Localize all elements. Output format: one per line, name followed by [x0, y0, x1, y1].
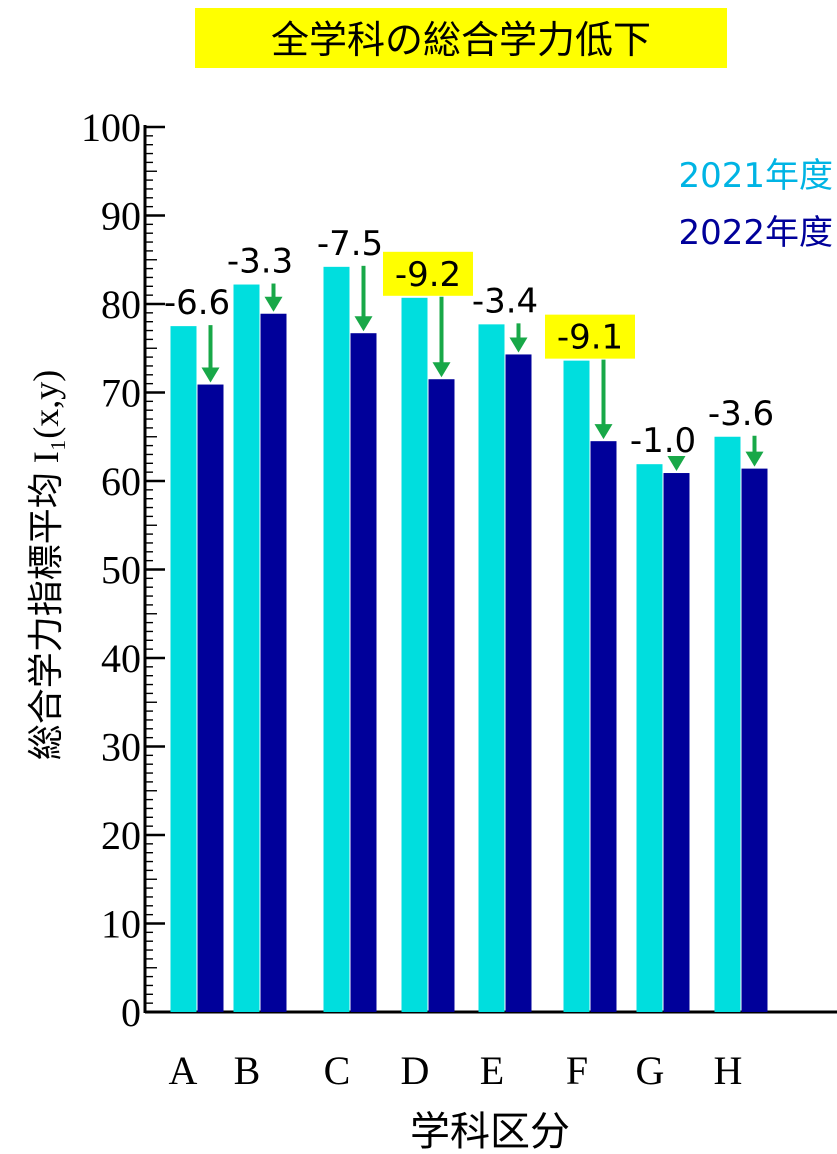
change-arrow-head	[432, 362, 451, 378]
bar-2022	[197, 384, 224, 1012]
x-axis-label: 学科区分	[410, 1109, 570, 1154]
y-axis-label: 総合学力指標平均 I₁(x,y)	[26, 370, 66, 761]
y-tick-label: 20	[101, 813, 141, 858]
change-arrow-head	[594, 424, 613, 440]
bar-2022	[428, 379, 455, 1013]
y-tick-label: 60	[101, 459, 141, 504]
x-tick-label: G	[636, 1048, 665, 1093]
bar-2021	[401, 297, 428, 1012]
y-tick-label: 30	[101, 725, 141, 770]
bar-2022	[663, 473, 690, 1012]
x-tick-label: E	[480, 1048, 504, 1093]
difference-label: -9.1	[557, 318, 623, 358]
bar-2022	[505, 354, 532, 1012]
change-arrow-head	[509, 337, 528, 353]
change-arrow-head	[264, 296, 283, 312]
y-tick-label: 40	[101, 636, 141, 681]
y-tick-label: 70	[101, 371, 141, 416]
bar-2022	[350, 333, 377, 1013]
title-highlight	[195, 8, 727, 68]
legend-2022: 2022年度	[678, 213, 833, 253]
difference-highlight	[545, 314, 635, 359]
bar-2022	[741, 468, 768, 1012]
bar-2021	[563, 360, 590, 1012]
change-arrow-head	[667, 456, 686, 472]
bar-2021	[170, 326, 197, 1012]
difference-label: -3.4	[472, 281, 538, 321]
x-tick-label: H	[714, 1048, 743, 1093]
difference-annotations: -6.6-3.3 -7.5 -9.2 -3.4 -9.1 -1.0 -3.6	[164, 224, 774, 472]
y-tick-label: 80	[101, 282, 141, 327]
x-tick-label: D	[401, 1048, 430, 1093]
difference-label: -3.3	[227, 242, 293, 282]
legend: 2021年度 2022年度	[678, 156, 833, 253]
bar-2021	[714, 436, 741, 1012]
bar-2021	[233, 284, 260, 1012]
bar-2022	[260, 313, 287, 1012]
bar-2021	[636, 464, 663, 1012]
x-tick-label: C	[324, 1048, 351, 1093]
y-tick-label: 0	[121, 990, 141, 1035]
y-tick-label: 10	[101, 902, 141, 947]
difference-label: -9.2	[395, 255, 461, 295]
bar-2022	[590, 441, 617, 1012]
difference-label: -1.0	[630, 421, 696, 461]
change-arrow-head	[354, 316, 373, 332]
change-arrow-head	[201, 367, 220, 383]
chart-title: 全学科の総合学力低下	[271, 18, 651, 62]
x-tick-label: A	[169, 1048, 198, 1093]
y-tick-label: 100	[81, 105, 141, 150]
axes: 0 10 20 30 40 50 60 70 80 90 100	[81, 105, 837, 1035]
bar-2021	[323, 266, 350, 1013]
change-arrow-head	[745, 451, 764, 467]
difference-label: -3.6	[708, 394, 774, 434]
difference-highlight	[383, 251, 473, 296]
legend-2021: 2021年度	[678, 156, 833, 196]
y-tick-label: 50	[101, 548, 141, 593]
bar-2021	[478, 324, 505, 1013]
difference-label: -6.6	[164, 283, 230, 323]
y-tick-label: 90	[101, 194, 141, 239]
difference-label: -7.5	[317, 224, 383, 264]
x-tick-label: F	[566, 1048, 588, 1093]
x-tick-label: B	[234, 1048, 261, 1093]
